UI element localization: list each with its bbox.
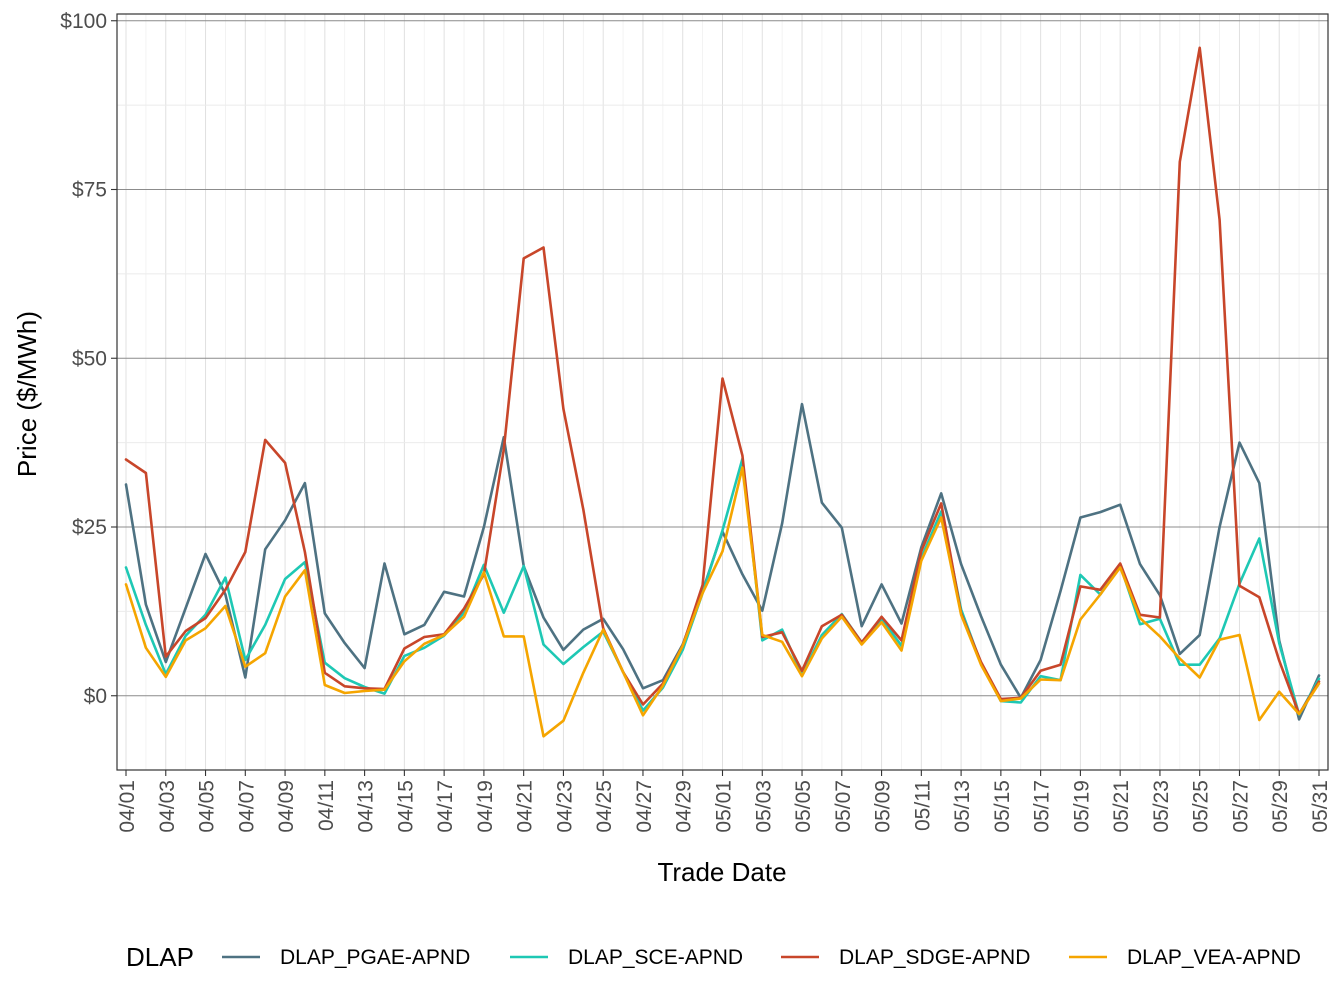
x-tick-label: 04/11 bbox=[315, 780, 338, 831]
x-tick-label: 04/01 bbox=[116, 780, 139, 833]
x-tick-label: 05/09 bbox=[872, 780, 895, 833]
major-gridlines bbox=[117, 20, 1328, 697]
x-tick-label: 04/27 bbox=[633, 780, 656, 833]
y-tick-label: $100 bbox=[60, 10, 107, 33]
x-tick-label: 05/05 bbox=[792, 780, 815, 833]
x-tick-label: 05/27 bbox=[1229, 780, 1252, 833]
x-tick-label: 05/17 bbox=[1031, 780, 1054, 833]
series-line bbox=[124, 46, 1321, 716]
legend-label: DLAP_VEA-APND bbox=[1127, 946, 1301, 969]
y-tick-label: $25 bbox=[72, 516, 107, 539]
x-tick-label: 04/17 bbox=[434, 780, 457, 833]
y-tick-label: $0 bbox=[84, 685, 107, 708]
y-tick-label: $50 bbox=[72, 347, 107, 370]
y-axis: $0 $25 $50 $75 $100 bbox=[60, 10, 117, 708]
x-tick-label: 05/29 bbox=[1269, 780, 1292, 833]
legend: DLAP DLAP_PGAE-APND DLAP_SCE-APND DLAP_SDG… bbox=[126, 942, 1301, 972]
x-tick-label: 04/05 bbox=[196, 780, 219, 833]
x-tick-label: 04/07 bbox=[235, 780, 258, 833]
series-lines bbox=[124, 46, 1321, 738]
x-tick-label: 05/07 bbox=[832, 780, 855, 833]
legend-label: DLAP_PGAE-APND bbox=[280, 946, 470, 969]
x-tick-label: 04/25 bbox=[593, 780, 616, 833]
x-axis-title: Trade Date bbox=[657, 857, 786, 887]
legend-label: DLAP_SDGE-APND bbox=[839, 946, 1030, 969]
y-tick-label: $75 bbox=[72, 179, 107, 202]
x-tick-label: 05/25 bbox=[1190, 780, 1213, 833]
x-tick-label: 04/29 bbox=[673, 780, 696, 833]
x-tick-label: 05/31 bbox=[1309, 780, 1332, 833]
x-tick-label: 04/19 bbox=[474, 780, 497, 833]
legend-label: DLAP_SCE-APND bbox=[568, 946, 743, 969]
series-line bbox=[124, 466, 1321, 738]
x-tick-label: 05/01 bbox=[713, 780, 736, 833]
x-tick-label: 04/13 bbox=[355, 780, 378, 833]
x-tick-label: 05/13 bbox=[951, 780, 974, 833]
x-tick-label: 04/23 bbox=[553, 780, 576, 833]
x-tick-label: 04/03 bbox=[156, 780, 179, 833]
y-axis-title: Price ($/MWh) bbox=[12, 311, 42, 477]
x-tick-label: 04/21 bbox=[514, 780, 537, 833]
x-tick-label: 05/11 bbox=[911, 780, 934, 831]
x-axis: 04/01 04/03 04/05 04/07 04/09 04/11 04/13 04/15… bbox=[116, 770, 1332, 833]
x-tick-label: 05/03 bbox=[752, 780, 775, 833]
x-tick-label: 04/15 bbox=[394, 780, 417, 833]
x-tick-label: 05/15 bbox=[991, 780, 1014, 833]
x-tick-label: 05/21 bbox=[1110, 780, 1133, 833]
x-tick-label: 04/09 bbox=[275, 780, 298, 833]
legend-title: DLAP bbox=[126, 942, 194, 972]
x-tick-label: 05/19 bbox=[1070, 780, 1093, 833]
x-tick-label: 05/23 bbox=[1150, 780, 1173, 833]
